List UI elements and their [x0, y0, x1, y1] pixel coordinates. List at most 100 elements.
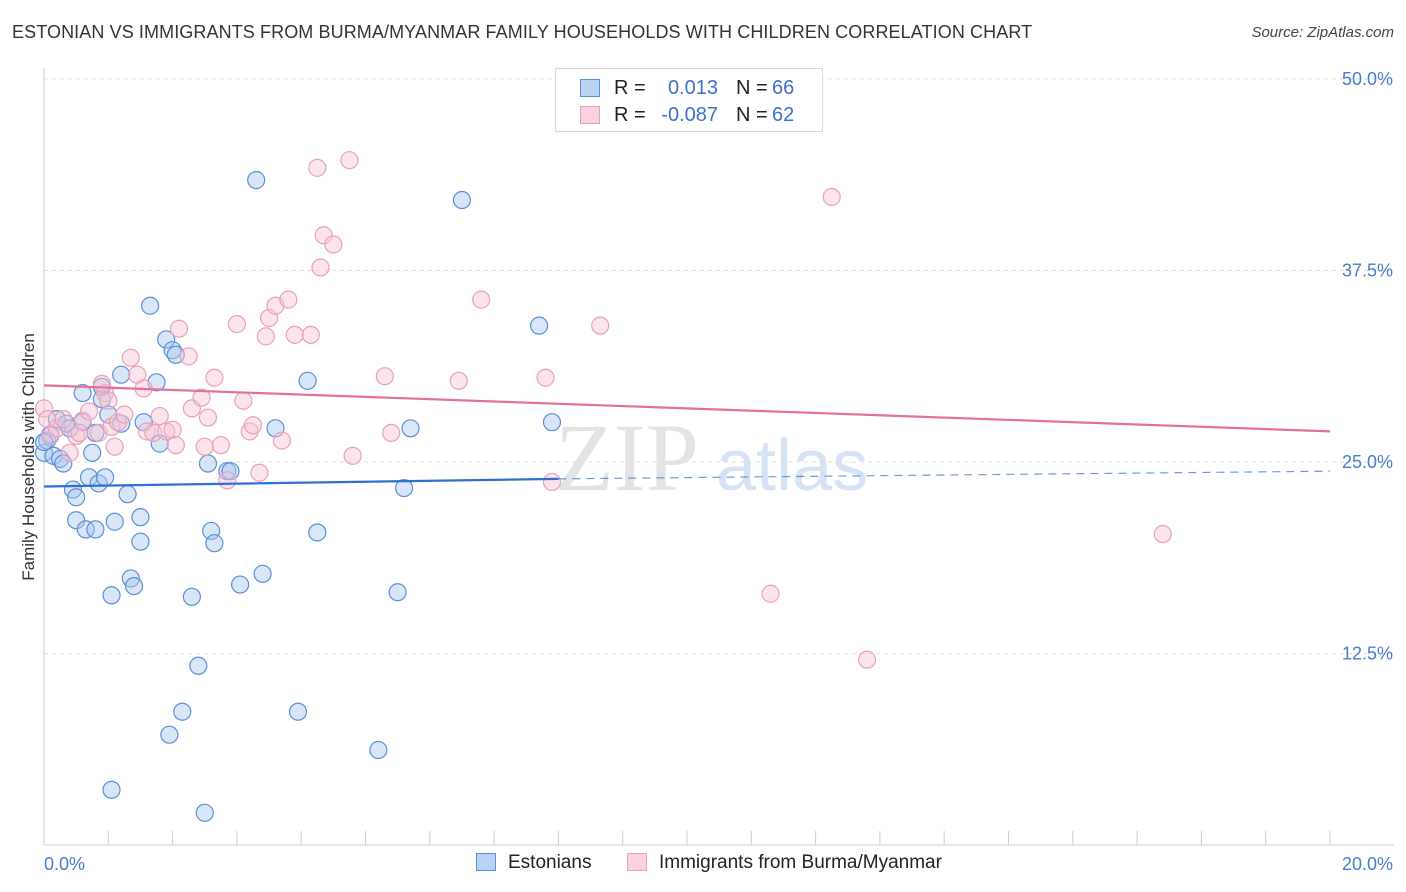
burma-point — [272, 431, 292, 450]
burma-point — [375, 367, 394, 386]
estonian-point — [86, 520, 105, 539]
legend-r-label: R = — [614, 104, 646, 126]
burma-point — [308, 158, 327, 177]
estonian-point — [542, 413, 562, 432]
estonian-point — [288, 702, 308, 721]
estonian-point — [131, 508, 150, 527]
legend-swatch-blue — [580, 79, 600, 97]
burma-point — [301, 325, 320, 344]
burma-point — [591, 316, 610, 335]
burma-point — [542, 472, 562, 492]
burma-point — [67, 426, 86, 446]
estonian-point — [124, 576, 144, 596]
source-label: Source: ZipAtlas.com — [1251, 24, 1394, 41]
estonian-point — [173, 702, 192, 721]
estonian-point — [308, 523, 327, 542]
burma-point — [115, 405, 134, 424]
legend-r-value: -0.087 — [661, 104, 718, 126]
burma-point — [179, 347, 198, 366]
burma-point — [34, 399, 54, 418]
estonian-point — [401, 419, 420, 438]
burma-point — [1153, 524, 1172, 544]
estonian-point — [131, 532, 150, 551]
burma-point — [382, 423, 401, 442]
x-tick-label: 0.0% — [44, 854, 85, 874]
burma-point — [92, 374, 111, 393]
burma-point — [250, 463, 269, 482]
watermark-atlas: atlas — [716, 426, 868, 506]
estonian-point — [54, 454, 73, 473]
legend-label-estonians: Estonians — [508, 852, 592, 873]
burma-point — [279, 290, 298, 309]
x-tick-label: 20.0% — [1342, 854, 1393, 874]
estonian-point — [253, 564, 272, 583]
x-tick-labels: 0.0% 20.0% — [44, 854, 1393, 874]
burma-point — [324, 235, 343, 254]
legend-row-burma: R = -0.087 N = 62 — [556, 102, 822, 128]
data-points — [34, 151, 1172, 822]
burma-point — [195, 437, 214, 456]
trend-lines — [43, 384, 1331, 488]
burma-point — [449, 371, 468, 390]
y-tick-label: 50.0% — [1342, 69, 1393, 89]
burma-point — [311, 258, 330, 277]
burma-point — [102, 417, 121, 436]
legend-n-value: 62 — [772, 104, 795, 126]
estonian-point — [102, 586, 121, 605]
burma-point — [227, 315, 246, 334]
x-ticks — [107, 831, 1331, 845]
burma-point — [198, 408, 218, 427]
estonian-point — [189, 656, 208, 675]
legend-swatch-blue — [476, 853, 496, 871]
burma-point — [822, 187, 841, 207]
legend-row-estonians: R = 0.013 N = 66 — [556, 75, 822, 101]
burma-point — [243, 416, 263, 435]
estonian-point — [95, 468, 115, 487]
estonian-point — [388, 583, 407, 602]
estonian-point — [231, 575, 250, 594]
watermark: ZIP atlas — [555, 404, 868, 511]
estonian-point — [140, 296, 160, 315]
estonian-point — [73, 383, 92, 403]
y-tick-labels: 12.5% 25.0% 37.5% 50.0% — [1342, 69, 1393, 664]
estonian-point — [67, 488, 86, 507]
estonian-point — [47, 410, 66, 429]
y-tick-label: 37.5% — [1342, 261, 1393, 281]
legend-item-burma: Immigrants from Burma/Myanmar — [627, 852, 942, 874]
estonian-point — [195, 803, 214, 822]
burma-point — [137, 422, 156, 441]
estonian-point — [205, 534, 224, 553]
burma-point — [47, 419, 66, 438]
burma-point — [150, 406, 169, 426]
burma-point — [234, 391, 253, 410]
grid-lines — [44, 78, 1394, 654]
legend-n-label: N = — [736, 77, 768, 99]
estonian-point — [118, 485, 137, 504]
estonian-point — [105, 512, 124, 531]
estonian-point — [530, 316, 549, 335]
burma-point — [211, 436, 230, 455]
burma-point — [857, 650, 877, 669]
burma-point — [340, 151, 359, 170]
burma-point — [256, 327, 275, 346]
burma-point — [60, 443, 79, 462]
burma-point — [472, 290, 491, 309]
burma-point — [205, 368, 224, 387]
estonian-trend-extension — [558, 470, 1331, 480]
legend-swatch-pink — [580, 106, 600, 124]
estonian-point — [452, 190, 472, 210]
burma-point — [54, 410, 73, 429]
estonian-point — [369, 740, 388, 760]
legend-r-value: 0.013 — [667, 77, 718, 99]
burma-point — [761, 584, 780, 603]
estonian-point — [247, 171, 266, 190]
burma-point — [285, 325, 304, 344]
burma-point — [314, 226, 333, 245]
estonian-trend-line — [43, 477, 559, 488]
legend-item-estonians: Estonians — [476, 852, 591, 874]
burma-point — [79, 402, 99, 421]
watermark-zip: ZIP — [555, 404, 699, 511]
burma-point — [218, 471, 237, 490]
stats-legend: R = 0.013 N = 66 R = -0.087 N = 62 — [555, 68, 823, 132]
